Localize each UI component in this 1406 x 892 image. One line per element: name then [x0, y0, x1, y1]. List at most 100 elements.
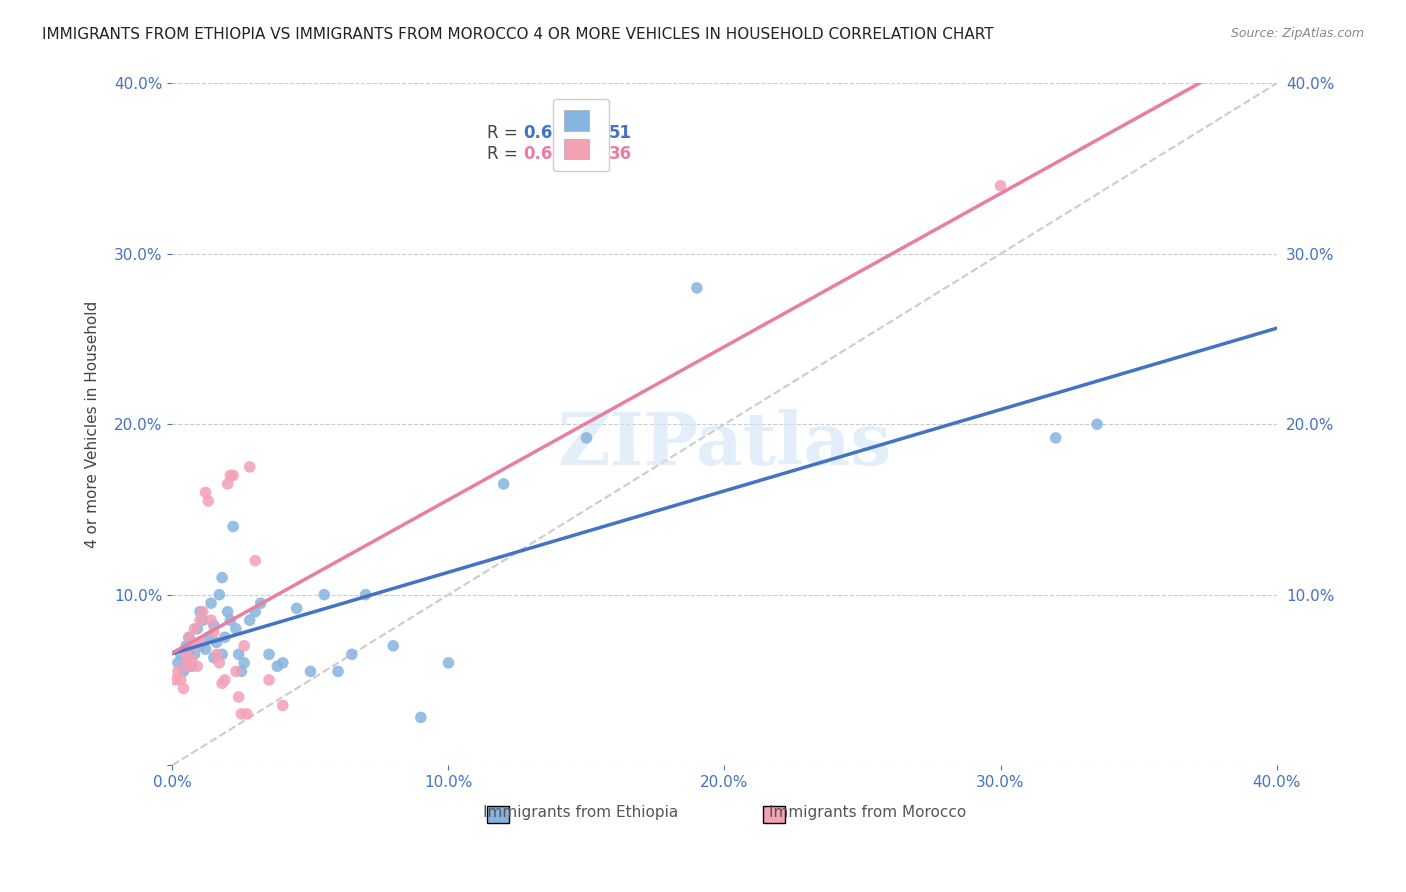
Point: [266, 659, 288, 673]
Text: 0.652: 0.652: [523, 145, 576, 162]
Point: [165, 673, 187, 687]
Point: [382, 639, 405, 653]
Point: [231, 706, 253, 721]
Point: [239, 613, 262, 627]
Point: [180, 652, 202, 666]
Point: [326, 665, 349, 679]
Point: [437, 656, 460, 670]
Point: [354, 588, 377, 602]
Text: N =: N =: [575, 123, 612, 142]
Point: [191, 613, 214, 627]
Point: [180, 659, 202, 673]
Point: [575, 431, 598, 445]
Text: ZIPatlas: ZIPatlas: [557, 409, 891, 480]
Point: [177, 659, 200, 673]
Point: [340, 648, 363, 662]
Point: [211, 676, 233, 690]
Point: [200, 596, 222, 610]
Text: N =: N =: [575, 145, 612, 162]
Text: 0.603: 0.603: [523, 123, 576, 142]
Point: [225, 665, 247, 679]
Point: [188, 605, 211, 619]
Point: [217, 605, 239, 619]
Point: [257, 673, 280, 687]
Point: [222, 519, 245, 533]
Point: [174, 656, 197, 670]
Point: [214, 673, 236, 687]
FancyBboxPatch shape: [763, 806, 785, 823]
FancyBboxPatch shape: [486, 806, 509, 823]
Point: [188, 635, 211, 649]
Point: [686, 281, 709, 295]
Point: [249, 596, 271, 610]
Point: [257, 648, 280, 662]
Point: [222, 468, 245, 483]
Point: [188, 613, 211, 627]
Point: [271, 698, 294, 713]
Point: [167, 656, 190, 670]
Point: [177, 648, 200, 662]
Point: [183, 639, 205, 653]
Point: [202, 650, 225, 665]
Point: [233, 656, 256, 670]
Point: [177, 630, 200, 644]
Legend: , : ,: [553, 99, 609, 171]
Point: [211, 571, 233, 585]
Text: Source: ZipAtlas.com: Source: ZipAtlas.com: [1230, 27, 1364, 40]
Point: [208, 656, 231, 670]
Point: [180, 635, 202, 649]
Point: [174, 639, 197, 653]
Point: [245, 553, 267, 567]
Point: [233, 639, 256, 653]
Text: 51: 51: [609, 123, 631, 142]
Y-axis label: 4 or more Vehicles in Household: 4 or more Vehicles in Household: [86, 301, 100, 548]
Point: [299, 665, 322, 679]
Text: 36: 36: [609, 145, 631, 162]
Point: [314, 588, 336, 602]
Point: [225, 622, 247, 636]
Point: [208, 588, 231, 602]
Point: [990, 178, 1012, 193]
Point: [183, 622, 205, 636]
Point: [271, 656, 294, 670]
Point: [245, 605, 267, 619]
Text: IMMIGRANTS FROM ETHIOPIA VS IMMIGRANTS FROM MOROCCO 4 OR MORE VEHICLES IN HOUSEH: IMMIGRANTS FROM ETHIOPIA VS IMMIGRANTS F…: [42, 27, 994, 42]
Point: [285, 601, 308, 615]
Point: [239, 459, 262, 474]
Point: [167, 665, 190, 679]
Point: [191, 605, 214, 619]
Point: [188, 639, 211, 653]
Point: [197, 630, 219, 644]
Point: [194, 485, 217, 500]
Point: [186, 622, 208, 636]
Point: [174, 656, 197, 670]
Text: Immigrants from Morocco: Immigrants from Morocco: [769, 805, 967, 821]
Text: Immigrants from Ethiopia: Immigrants from Ethiopia: [484, 805, 679, 821]
Text: R =: R =: [486, 123, 523, 142]
Point: [492, 477, 515, 491]
Point: [205, 635, 228, 649]
Point: [197, 494, 219, 508]
Text: R =: R =: [486, 145, 523, 162]
Point: [236, 706, 259, 721]
Point: [217, 477, 239, 491]
Point: [409, 710, 432, 724]
Point: [228, 648, 250, 662]
Point: [1045, 431, 1067, 445]
Point: [228, 690, 250, 704]
Point: [202, 625, 225, 640]
Point: [202, 618, 225, 632]
Point: [219, 613, 242, 627]
Point: [170, 648, 193, 662]
Point: [172, 665, 194, 679]
Point: [205, 648, 228, 662]
Point: [1085, 417, 1108, 432]
Point: [211, 648, 233, 662]
Point: [219, 468, 242, 483]
Point: [170, 673, 193, 687]
Point: [177, 630, 200, 644]
Point: [186, 659, 208, 673]
Point: [183, 648, 205, 662]
Point: [174, 648, 197, 662]
Point: [200, 613, 222, 627]
